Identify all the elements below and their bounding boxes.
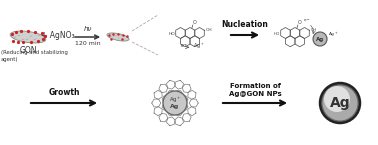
Text: + AgNO₃: + AgNO₃ bbox=[41, 31, 75, 40]
Text: HO: HO bbox=[169, 32, 176, 36]
Circle shape bbox=[313, 32, 327, 46]
Circle shape bbox=[320, 83, 360, 123]
Text: e$^-$: e$^-$ bbox=[303, 18, 310, 25]
Text: OH: OH bbox=[311, 28, 317, 32]
Ellipse shape bbox=[107, 33, 129, 41]
Text: Growth: Growth bbox=[48, 88, 80, 97]
Text: (Reducing and stabilizing
agent): (Reducing and stabilizing agent) bbox=[1, 50, 68, 62]
Text: Ag$^+$: Ag$^+$ bbox=[327, 30, 338, 39]
Text: 120 min: 120 min bbox=[75, 41, 100, 46]
Text: GON: GON bbox=[19, 46, 37, 55]
Text: Nucleation: Nucleation bbox=[222, 20, 268, 29]
Circle shape bbox=[324, 86, 350, 112]
Text: Ag$^+$: Ag$^+$ bbox=[193, 41, 204, 51]
Text: HO: HO bbox=[274, 32, 280, 36]
Circle shape bbox=[322, 86, 358, 120]
Text: Formation of
Ag@GON NPs: Formation of Ag@GON NPs bbox=[229, 84, 281, 97]
Text: Ag: Ag bbox=[170, 104, 180, 109]
Text: Ag$^+$: Ag$^+$ bbox=[169, 95, 181, 105]
Text: e$^-$: e$^-$ bbox=[180, 43, 188, 50]
Text: O: O bbox=[193, 20, 197, 26]
Text: hν: hν bbox=[83, 26, 92, 32]
Ellipse shape bbox=[10, 31, 46, 43]
Text: Ag: Ag bbox=[316, 37, 324, 41]
Text: Ag: Ag bbox=[330, 96, 350, 110]
Circle shape bbox=[163, 91, 187, 115]
Text: OH: OH bbox=[206, 28, 213, 32]
Text: O: O bbox=[298, 20, 302, 26]
